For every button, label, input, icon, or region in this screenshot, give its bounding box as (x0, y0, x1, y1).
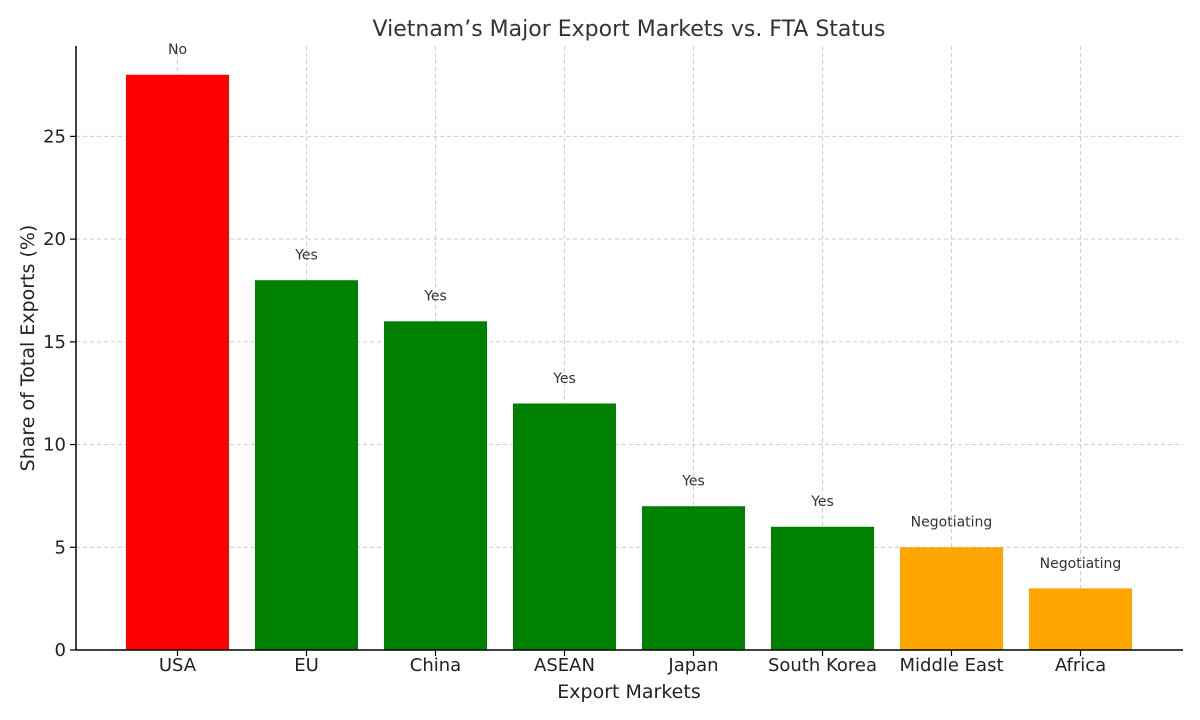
y-tick-label: 20 (43, 229, 66, 250)
x-tick-label: Japan (667, 655, 718, 676)
ticks-layer: 0 5 10 15 20 25 USA EU China ASEAN Japan South Kore… (43, 126, 1106, 676)
bar-labels-layer: No Yes Yes Yes Yes Yes Negotiating Negotiating (168, 42, 1121, 572)
bar (642, 506, 745, 650)
bar (126, 74, 229, 650)
bar-status-label: Yes (294, 248, 318, 264)
y-tick-label: 25 (43, 126, 66, 147)
bar (1029, 588, 1132, 650)
bar-status-label: Yes (810, 494, 834, 510)
bar-status-label: Yes (552, 371, 576, 387)
x-tick-label: EU (294, 655, 319, 676)
grid-layer (76, 46, 1183, 651)
bar-status-label: Yes (681, 474, 705, 490)
x-axis-label: Export Markets (557, 681, 700, 703)
bar (771, 526, 874, 650)
x-tick-label: China (410, 655, 461, 676)
y-tick-label: 0 (55, 640, 66, 661)
bar-status-label: Negotiating (1040, 556, 1122, 572)
bar (900, 547, 1003, 650)
bar (384, 321, 487, 650)
bar (255, 280, 358, 650)
bar (513, 403, 616, 650)
x-tick-label: South Korea (768, 655, 877, 676)
bars-layer (126, 74, 1132, 650)
x-tick-label: Middle East (899, 655, 1003, 676)
y-tick-label: 15 (43, 332, 66, 353)
bar-status-label: No (168, 42, 187, 58)
y-tick-label: 10 (43, 435, 66, 456)
x-tick-label: ASEAN (534, 655, 595, 676)
x-tick-label: Africa (1055, 655, 1106, 676)
chart-title: Vietnam’s Major Export Markets vs. FTA S… (373, 17, 886, 42)
axes-layer (75, 46, 1183, 651)
bar-status-label: Yes (423, 289, 447, 305)
bar-status-label: Negotiating (911, 515, 993, 531)
y-axis-label: Share of Total Exports (%) (17, 225, 39, 472)
x-tick-label: USA (159, 655, 197, 676)
y-tick-label: 5 (55, 537, 66, 558)
